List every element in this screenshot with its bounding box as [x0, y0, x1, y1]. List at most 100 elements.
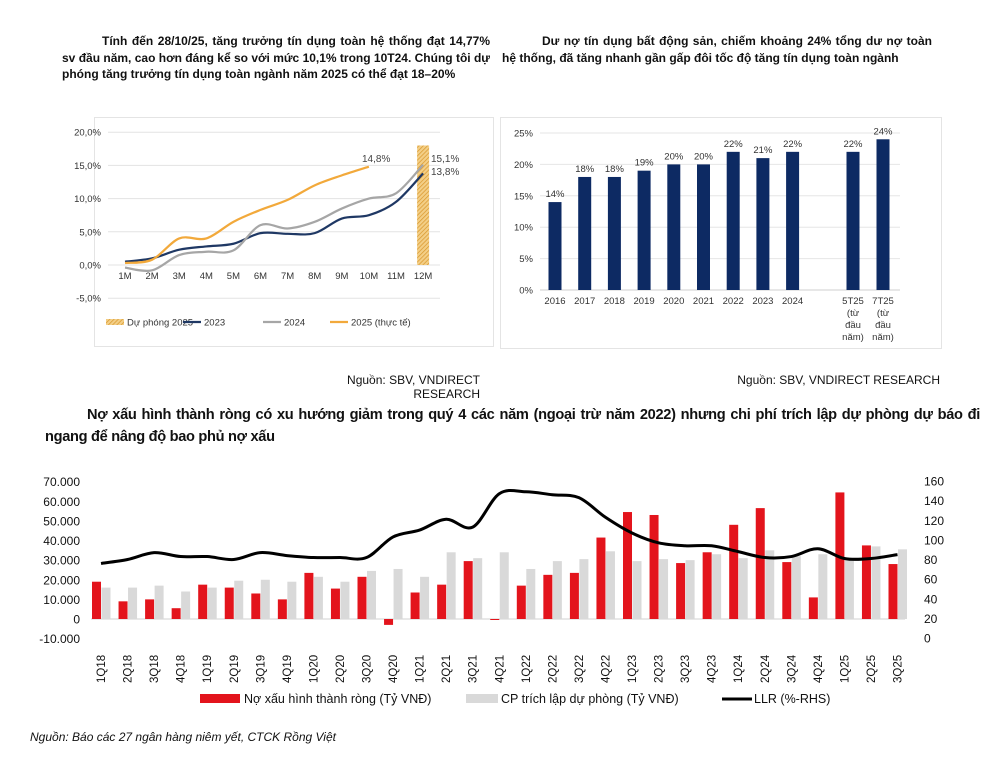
chart3-title: Nợ xấu hình thành ròng có xu hướng giảm …	[45, 407, 980, 445]
chart3-provision-bar	[579, 559, 589, 619]
chart1-x-tick: 7M	[281, 271, 294, 282]
chart2-frame	[500, 117, 942, 349]
chart3-npl-bar	[384, 619, 394, 625]
chart3-x-tick: 4Q21	[494, 655, 506, 683]
chart2-x-tick: đầu	[875, 320, 891, 331]
chart3-npl-bar	[357, 576, 367, 619]
chart3-provision-bar	[712, 554, 722, 619]
chart2-y-tick: 20%	[514, 160, 534, 171]
chart3-npl-bar	[676, 563, 686, 619]
chart3-npl-bar	[861, 545, 871, 619]
chart3-source: Nguồn: Báo các 27 ngân hàng niêm yết, CT…	[30, 730, 336, 744]
chart3-provision-bar	[871, 546, 881, 619]
chart3-provision-bar	[605, 551, 615, 619]
chart3-legend-label: LLR (%-RHS)	[754, 692, 830, 706]
chart1-y-tick: 10,0%	[74, 194, 101, 205]
chart3-provision-bar	[260, 579, 270, 619]
chart3-npl-bar	[755, 508, 765, 619]
chart2-source: Nguồn: SBV, VNDIRECT RESEARCH	[737, 373, 940, 387]
chart3-x-tick: 3Q20	[362, 655, 374, 683]
chart3-legend-swatch	[466, 694, 498, 703]
chart3-npl-bar	[198, 584, 208, 619]
chart2-data-label: 22%	[843, 139, 863, 150]
chart1-x-tick: 2M	[145, 271, 158, 282]
chart3-npl-bar	[596, 537, 606, 619]
chart1-label-2023: 13,8%	[431, 167, 459, 178]
chart3-provision-bar	[207, 587, 217, 619]
chart3-provision-bar	[526, 568, 536, 619]
chart3-npl-bar	[92, 581, 101, 619]
chart1-line-2024	[124, 163, 424, 272]
chart2-bar	[578, 176, 592, 290]
chart1-line-2025-th-c-t-	[124, 165, 370, 265]
chart3-y-tick: 30.000	[43, 554, 80, 568]
chart2-data-label: 14%	[545, 189, 565, 200]
chart3-y2-tick: 20	[924, 612, 938, 626]
chart3-npl-bar	[702, 552, 712, 619]
chart3-x-tick: 1Q21	[415, 655, 427, 683]
chart3-provision-bar	[765, 550, 775, 619]
chart2-data-label: 22%	[783, 139, 803, 150]
chart3-provision-bar	[659, 559, 669, 619]
chart2-bar	[876, 139, 890, 290]
chart1-y-tick: 0,0%	[79, 261, 101, 272]
chart2-x-tick: 2020	[663, 296, 684, 307]
chart3-npl-bar	[569, 572, 579, 619]
chart3-x-tick: 2Q25	[866, 655, 878, 683]
chart2-x-tick: năm)	[842, 332, 864, 343]
chart3-x-tick: 3Q18	[149, 655, 161, 683]
chart3-x-tick: 4Q23	[707, 655, 719, 683]
chart3-provision-bar	[552, 561, 562, 619]
chart3-npl-bar	[224, 587, 234, 619]
chart3-x-tick: 2Q19	[229, 655, 241, 683]
chart3-x-tick: 4Q18	[176, 655, 188, 683]
chart3-npl-bar	[888, 564, 898, 619]
chart2-x-tick: đầu	[845, 320, 861, 331]
chart1-x-tick: 11M	[387, 271, 405, 282]
chart1-frame	[94, 117, 494, 347]
chart3-llr-line	[100, 489, 898, 565]
chart1-legend-label: 2025 (thực tế)	[351, 318, 411, 329]
chart3-x-tick: 2Q24	[760, 654, 772, 683]
chart1-source: Nguồn: SBV, VNDIRECT RESEARCH	[347, 373, 480, 401]
chart3-x-tick: 4Q24	[813, 654, 825, 683]
chart3-y2-tick: 0	[924, 632, 931, 646]
chart1-y-tick: 5,0%	[79, 227, 101, 238]
chart3-x-tick: 1Q22	[521, 655, 533, 683]
chart2-x-tick: 2018	[604, 296, 625, 307]
chart3-x-tick: 1Q18	[96, 655, 108, 683]
chart2-x-tick: (từ	[877, 308, 890, 319]
chart2-bar	[846, 151, 860, 290]
chart3-y2-tick: 160	[924, 475, 944, 489]
chart3-npl-bar	[463, 561, 473, 619]
chart3-npl-bar	[277, 599, 287, 619]
chart2-bar	[607, 176, 621, 290]
chart3-y-tick: 40.000	[43, 534, 80, 548]
chart3-x-tick: 2Q20	[335, 655, 347, 683]
chart3-x-tick: 1Q25	[839, 655, 851, 683]
chart2-y-tick: 0%	[519, 286, 533, 297]
chart2-bar	[548, 202, 562, 290]
chart1-legend-swatch	[106, 319, 124, 325]
chart3-y-tick: 10.000	[43, 593, 80, 607]
chart2-x-tick: 7T25	[872, 296, 894, 307]
chart3-y-tick: -10.000	[39, 632, 80, 646]
chart3-provision-bar	[128, 587, 138, 619]
chart1-x-tick: 9M	[335, 271, 348, 282]
chart1-x-tick: 12M	[414, 271, 433, 282]
chart1-x-tick: 5M	[227, 271, 240, 282]
chart3-provision-bar	[154, 585, 164, 619]
chart2-data-label: 19%	[635, 158, 655, 169]
chart3-x-tick: 2Q23	[654, 655, 666, 683]
chart3-y2-tick: 120	[924, 514, 944, 528]
chart2-data-label: 18%	[605, 164, 625, 175]
chart1-legend-label: 2024	[284, 318, 305, 329]
chart3-x-tick: 3Q22	[574, 655, 586, 683]
chart1-x-tick: 3M	[173, 271, 186, 282]
chart2-data-label: 18%	[575, 164, 595, 175]
chart1-x-tick: 8M	[308, 271, 321, 282]
chart3-npl-bar	[729, 524, 739, 619]
chart3-y-tick: 60.000	[43, 495, 80, 509]
chart3-npl-bar	[782, 562, 792, 619]
chart1-x-tick: 1M	[118, 271, 131, 282]
